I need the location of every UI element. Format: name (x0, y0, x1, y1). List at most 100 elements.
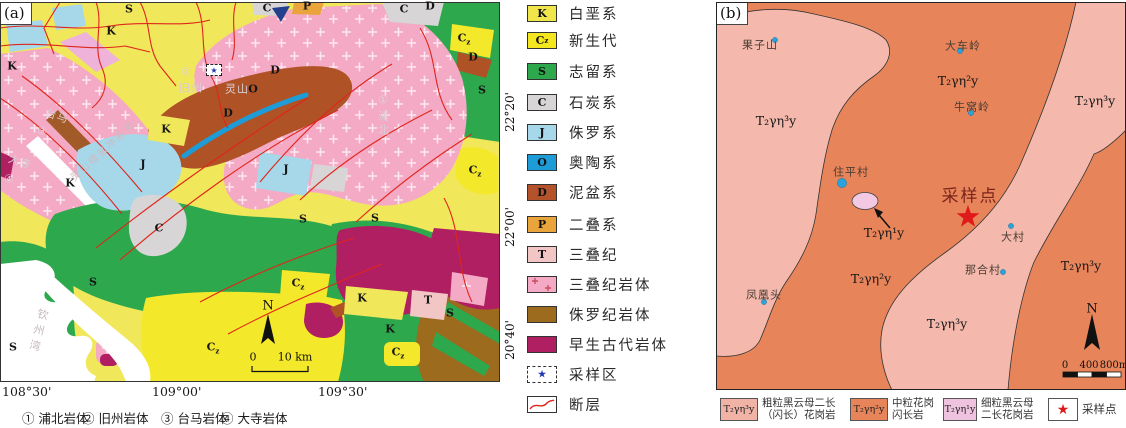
north-arrow-b (1084, 314, 1100, 350)
legend-b-unit2: T₂γη²y 中粒花岗 闪长岩 (850, 397, 934, 421)
legend-label: 侏罗纪岩体 (569, 308, 652, 324)
unit-label: T (423, 293, 433, 307)
caption-pluton-3: ③ 台马岩体 (161, 411, 228, 426)
unit-b-label: T₂γη³y (755, 112, 797, 128)
legend-swatch: T (527, 246, 557, 263)
legend-b-label: 粗粒黑云母二长 （闪长）花岗岩 (762, 397, 836, 421)
lat-label: 22°00' (503, 207, 517, 247)
unit-b-label: T₂γη²y (850, 270, 892, 286)
legend-swatch: K (527, 5, 557, 22)
village-label: 住平村 (833, 165, 869, 179)
legend-b-swatch: T₂γη²y (850, 398, 888, 421)
legend-label: 三叠纪岩体 (569, 278, 652, 294)
unit-label: S (371, 211, 379, 225)
map-b-canvas (716, 2, 1126, 390)
scale-zero-a: 0 (249, 350, 257, 364)
unit-b-label: T₂γη³y (1074, 92, 1116, 108)
legend-a-row-triassic-pluton: 三叠纪岩体 (527, 274, 652, 295)
legend-b-unit3: T₂γη³y 粗粒黑云母二长 （闪长）花岗岩 (720, 397, 836, 421)
unit-label: J (140, 157, 146, 171)
unit-label: K (65, 176, 75, 190)
unit-label: C (262, 1, 272, 15)
unit-label: C (154, 221, 164, 235)
unit-label: Cz (468, 163, 482, 179)
place-jiuzhou: 旧州 (179, 81, 203, 95)
panel-a-tag: (a) (1, 3, 32, 25)
legend-a-row-ordovician: O 奥陶系 (527, 152, 619, 173)
legend-swatch: S (527, 63, 557, 80)
village-label: 那合村 (965, 263, 1001, 277)
scale-end-a: 10 km (277, 350, 313, 364)
scale-bar-b (1062, 371, 1122, 378)
legend-a-row-devonian: D 泥盆系 (527, 182, 619, 203)
pluton-2-number: ② (181, 65, 191, 79)
legend-swatch: D (527, 184, 557, 201)
legend-label: 采样区 (569, 368, 619, 384)
village-label: 果子山 (742, 38, 778, 52)
unit-label: K (357, 291, 367, 305)
lon-label: 108°30' (2, 384, 52, 399)
fault-line-icon (529, 399, 555, 410)
unit-label: O (248, 82, 258, 96)
unit-label: S (89, 275, 97, 289)
legend-label: 侏罗系 (569, 126, 619, 142)
legend-b-label: 中粒花岗 闪长岩 (892, 397, 934, 421)
legend-swatch: J (527, 124, 557, 141)
unit-label: Cz (457, 31, 471, 47)
legend-a-row-fault: 断层 (527, 394, 602, 415)
legend-a-row-paleozoic-pluton: 早生古代岩体 (527, 334, 668, 355)
legend-b-swatch: T₂γη¹y (943, 398, 977, 421)
scale-b-400: 400 (1079, 360, 1099, 371)
unit-label: K (385, 322, 395, 336)
village-label: 凤凰头 (746, 288, 782, 302)
sampling-point-star-icon: ★ (1056, 401, 1070, 418)
legend-a-row-triassic: T 三叠纪 (527, 244, 619, 265)
pluton-3-number: ③ (37, 124, 47, 138)
lon-label: 109°00' (152, 384, 202, 399)
sampling-point-label: 采样点 (941, 186, 999, 207)
unit1-enclave (851, 192, 879, 210)
unit-b-label: T₂γη³y (1060, 257, 1102, 273)
map-a-border (0, 2, 500, 382)
legend-a-row-permian: P 二叠系 (527, 214, 619, 235)
unit-label: J (283, 162, 289, 176)
arrow-to-unit1 (874, 208, 891, 229)
unit-label: S (9, 340, 17, 354)
village-label: 大车岭 (945, 39, 981, 53)
north-label-a: N (262, 298, 274, 314)
legend-a-row-silurian: S 志留系 (527, 61, 619, 82)
unit-label: Cz (206, 340, 220, 356)
unit-label: C (399, 2, 409, 16)
legend-label: 志留系 (569, 65, 619, 81)
sampling-area-star-icon: ★ (210, 65, 218, 75)
legend-label: 断层 (569, 398, 602, 414)
legend-b-label: 采样点 (1082, 402, 1117, 416)
unit-label: S (478, 83, 486, 97)
faults-a (0, 2, 473, 335)
unit-label: Cz (391, 345, 405, 361)
legend-a-row-sampling-area: ★ 采样区 (527, 364, 619, 385)
legend-a-row-jurassic: J 侏罗系 (527, 122, 619, 143)
legend-a-row-carboniferous: C 石炭系 (527, 92, 619, 113)
village-label: 牛窝岭 (954, 100, 990, 114)
unit-label: S (299, 212, 307, 226)
legend-label: 早生古代岩体 (569, 338, 668, 354)
legend-label: 二叠系 (569, 218, 619, 234)
north-label-b: N (1086, 301, 1098, 317)
legend-a-row-cretaceous: K 白垩系 (527, 3, 619, 24)
geology-a (0, 2, 500, 382)
legend-swatch (527, 306, 557, 323)
place-pubei: 浦北 (376, 110, 390, 138)
legend-label: 三叠纪 (569, 248, 619, 264)
sampling-area-box: ★ (206, 64, 222, 76)
panel-b-tag: (b) (717, 3, 749, 25)
pluton-1-number: ① (378, 93, 388, 107)
sampling-star-icon: ★ (537, 369, 547, 380)
legend-label: 白垩系 (569, 7, 619, 23)
unit-label: D (425, 0, 435, 13)
legend-label: 石炭系 (569, 96, 619, 112)
legend-swatch-crosses (527, 276, 557, 293)
legend-label: 奥陶系 (569, 156, 619, 172)
legend-swatch (527, 336, 557, 353)
